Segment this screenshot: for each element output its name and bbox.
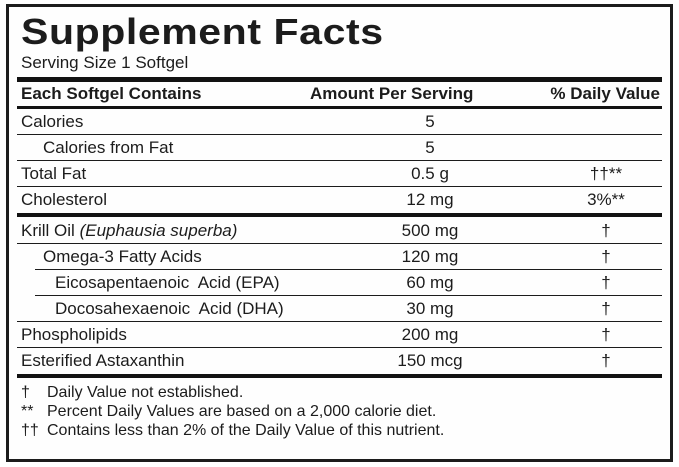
footnote-symbol: † bbox=[21, 384, 30, 401]
amount-value: 5 bbox=[425, 137, 435, 157]
separator bbox=[35, 295, 662, 296]
separator bbox=[17, 106, 662, 109]
serving-size: Serving Size 1 Softgel bbox=[21, 53, 189, 72]
amount-value: 200 mg bbox=[401, 324, 459, 344]
separator bbox=[17, 321, 662, 322]
separator bbox=[17, 186, 662, 187]
nutrient-name: Phospholipids bbox=[21, 324, 127, 344]
daily-value: † bbox=[601, 272, 611, 292]
daily-value: 3%** bbox=[587, 189, 625, 209]
daily-value: ††** bbox=[589, 163, 623, 183]
table-row: Calories 5 bbox=[17, 109, 662, 134]
amount-value: 30 mg bbox=[406, 298, 454, 318]
nutrient-name: Omega-3 Fatty Acids bbox=[43, 246, 202, 266]
amount-value: 500 mg bbox=[401, 220, 459, 240]
nutrient-name-text: Krill Oil bbox=[21, 220, 80, 240]
table-row: Omega-3 Fatty Acids 120 mg † bbox=[17, 244, 662, 269]
daily-value: † bbox=[601, 220, 611, 240]
separator bbox=[17, 243, 662, 244]
amount-value: 0.5 g bbox=[411, 163, 449, 183]
nutrient-name: Total Fat bbox=[21, 163, 87, 183]
nutrient-name-latin: (Euphausia superba) bbox=[79, 220, 238, 240]
amount-value: 120 mg bbox=[401, 246, 459, 266]
table-row: Total Fat 0.5 g ††** bbox=[17, 161, 662, 186]
table-row: Calories from Fat 5 bbox=[17, 135, 662, 160]
footnote: ** Percent Daily Values are based on a 2… bbox=[21, 402, 662, 421]
amount-value: 12 mg bbox=[406, 189, 454, 209]
separator bbox=[17, 374, 662, 378]
table-row: Cholesterol 12 mg 3%** bbox=[17, 187, 662, 212]
footnote: † Daily Value not established. bbox=[21, 383, 662, 402]
footnotes: † Daily Value not established. ** Percen… bbox=[17, 379, 662, 440]
amount-value: 60 mg bbox=[406, 272, 454, 292]
nutrient-name: Krill Oil (Euphausia superba) bbox=[17, 221, 310, 241]
nutrient-name: Eicosapentaenoic Acid (EPA) bbox=[55, 272, 280, 292]
daily-value: † bbox=[601, 298, 611, 318]
panel-title: Supplement Facts bbox=[21, 11, 384, 52]
footnote-symbol: †† bbox=[21, 422, 39, 439]
column-header-amount: Amount Per Serving bbox=[310, 84, 474, 103]
daily-value: † bbox=[601, 350, 611, 370]
nutrient-name: Esterified Astaxanthin bbox=[21, 350, 185, 370]
amount-value: 150 mcg bbox=[397, 350, 463, 370]
table-header-row: Each Softgel Contains Amount Per Serving… bbox=[17, 82, 662, 106]
column-header-daily-value: % Daily Value bbox=[550, 84, 660, 103]
separator bbox=[17, 134, 662, 135]
daily-value: † bbox=[601, 324, 611, 344]
column-header-contains: Each Softgel Contains bbox=[21, 84, 202, 103]
table-row: Phospholipids 200 mg † bbox=[17, 322, 662, 347]
nutrient-name: Cholesterol bbox=[21, 189, 107, 209]
daily-value: † bbox=[601, 246, 611, 266]
footnote-text: Percent Daily Values are based on a 2,00… bbox=[47, 403, 437, 420]
footnote: †† Contains less than 2% of the Daily Va… bbox=[21, 421, 662, 440]
separator bbox=[17, 213, 662, 217]
table-row: Eicosapentaenoic Acid (EPA) 60 mg † bbox=[17, 270, 662, 295]
nutrient-name: Docosahexaenoic Acid (DHA) bbox=[55, 298, 284, 318]
separator bbox=[35, 269, 662, 270]
supplement-facts-panel: Supplement Facts Serving Size 1 Softgel … bbox=[6, 4, 673, 462]
table-row: Krill Oil (Euphausia superba) 500 mg † bbox=[17, 218, 662, 243]
nutrient-name: Calories bbox=[21, 111, 84, 131]
separator bbox=[17, 347, 662, 348]
nutrient-name: Calories from Fat bbox=[43, 137, 174, 157]
separator bbox=[17, 77, 662, 82]
footnote-text: Contains less than 2% of the Daily Value… bbox=[47, 422, 445, 439]
table-row: Docosahexaenoic Acid (DHA) 30 mg † bbox=[17, 296, 662, 321]
separator bbox=[17, 160, 662, 161]
amount-value: 5 bbox=[425, 111, 435, 131]
table-row: Esterified Astaxanthin 150 mcg † bbox=[17, 348, 662, 373]
footnote-text: Daily Value not established. bbox=[47, 384, 244, 401]
footnote-symbol: ** bbox=[21, 403, 34, 420]
